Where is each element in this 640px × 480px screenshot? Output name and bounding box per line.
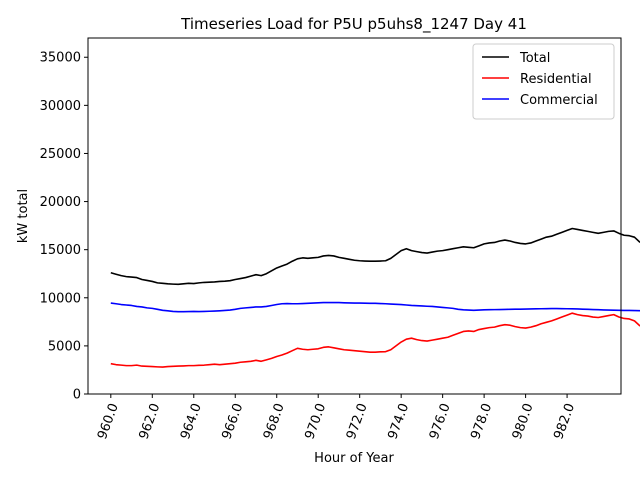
- y-tick-label: 15000: [40, 243, 81, 258]
- legend: Total Residential Commercial: [472, 43, 615, 120]
- y-tick-label: 10000: [40, 291, 81, 306]
- y-tick-label: 25000: [40, 147, 81, 162]
- legend-label-total: Total: [519, 51, 550, 66]
- y-tick-label: 30000: [40, 99, 81, 114]
- series-line-commercial: [110, 301, 640, 313]
- series-layer: [110, 227, 640, 368]
- series-line-residential: [110, 312, 640, 368]
- legend-label-residential: Residential: [520, 72, 592, 87]
- y-axis-ticks: 0 5000 10000 15000 20000 25000 30000 35000: [40, 51, 88, 403]
- y-tick-label: 0: [73, 388, 81, 403]
- series-line-total: [110, 227, 640, 286]
- y-tick-label: 35000: [40, 51, 81, 66]
- legend-label-commercial: Commercial: [520, 93, 598, 108]
- axes-frame: [87, 37, 622, 395]
- y-axis-label: kW total: [16, 189, 31, 243]
- legend-box: [472, 43, 615, 120]
- y-tick-label: 5000: [48, 339, 81, 354]
- axes-layer: [87, 37, 622, 395]
- x-axis-label: Hour of Year: [314, 451, 394, 466]
- y-tick-label: 20000: [40, 195, 81, 210]
- chart-title: Timeseries Load for P5U p5uhs8_1247 Day …: [180, 15, 527, 34]
